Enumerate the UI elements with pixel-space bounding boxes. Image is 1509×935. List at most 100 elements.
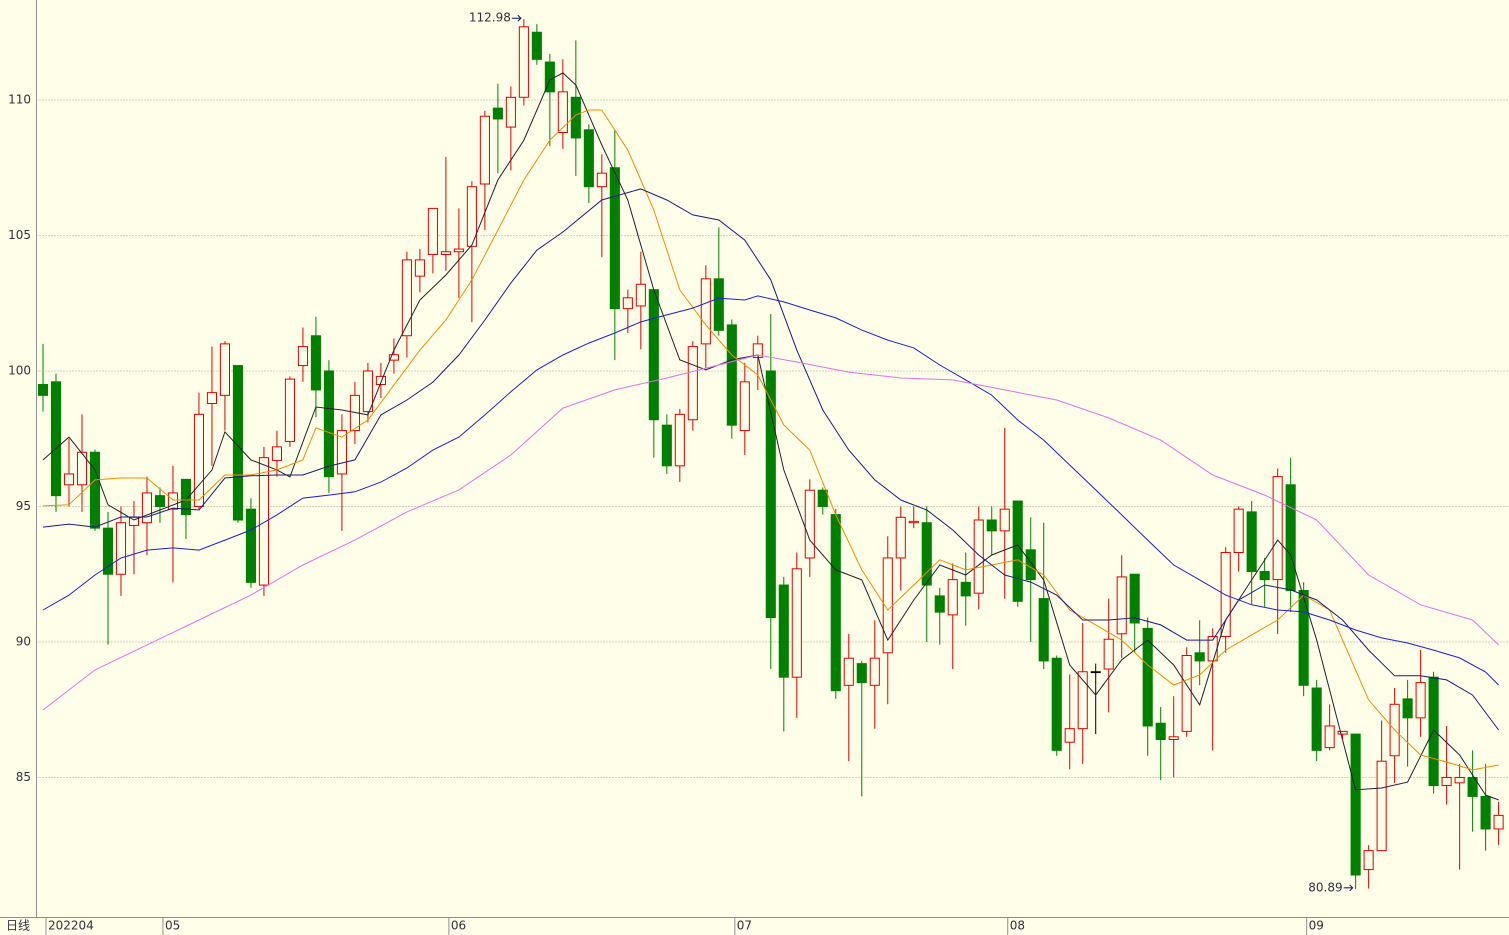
candle-body (362, 370, 373, 413)
ma-line (42, 109, 1499, 771)
candle-body (908, 520, 919, 524)
candle-body (414, 259, 425, 277)
candle-body (570, 96, 581, 139)
candle-body (1467, 776, 1478, 797)
candle-body (271, 446, 282, 461)
candle-body (1337, 730, 1348, 735)
candle-body (765, 370, 776, 619)
candle-body (401, 259, 412, 337)
candle-body (453, 248, 464, 253)
y-tick-label: 100 (8, 363, 31, 377)
candle-body (50, 381, 62, 497)
candle-body (37, 384, 49, 396)
candle-body (648, 289, 659, 421)
candle-body (869, 657, 880, 686)
candle-body (700, 278, 711, 345)
candle-body (1116, 576, 1127, 635)
candle-body (674, 413, 685, 467)
candle-body (1012, 500, 1023, 602)
y-tick-label: 90 (16, 634, 31, 648)
candle-body (1038, 598, 1049, 662)
annotation: 112.98 (469, 11, 511, 25)
y-tick-label: 105 (8, 228, 31, 242)
x-tick-label: 08 (1010, 919, 1025, 933)
candle-body (1480, 795, 1491, 830)
candle-body (1168, 736, 1179, 741)
candle-body (310, 335, 321, 391)
candle-body (427, 207, 438, 255)
candle-body (609, 167, 620, 310)
candle-body (1311, 687, 1322, 751)
candle-body (1428, 676, 1439, 787)
period-label: 日线 (6, 919, 30, 933)
candle-body (1285, 484, 1296, 591)
candle-body (167, 492, 179, 510)
candle-body (388, 354, 399, 361)
annotation: 80.89 (1308, 880, 1342, 894)
x-tick-label: 07 (737, 919, 752, 933)
candle-body (947, 579, 958, 616)
candle-body (713, 278, 724, 331)
candle-body (1376, 760, 1387, 852)
candle-body (531, 31, 542, 60)
candle-body (1025, 549, 1036, 581)
candle-body (934, 595, 945, 613)
candle-body (999, 508, 1010, 532)
annotation-arrowhead (517, 14, 522, 22)
candle-body (1129, 573, 1140, 624)
candle-body (76, 451, 88, 486)
candle-body (739, 381, 750, 432)
candle-body (804, 489, 815, 559)
candle-body (323, 370, 334, 478)
candle-body (375, 375, 386, 386)
candle-body (232, 365, 243, 521)
y-tick-label: 95 (16, 499, 31, 513)
y-tick-label: 110 (8, 92, 31, 106)
candle-body (1064, 728, 1075, 743)
candle-body (193, 413, 205, 507)
ma-line (42, 295, 1499, 686)
candle-body (89, 451, 101, 529)
candle-body (635, 283, 646, 307)
candle-body (622, 297, 633, 310)
candle-body (986, 519, 997, 532)
candle-body (973, 519, 984, 594)
candle-body (1272, 476, 1283, 581)
candle-body (245, 508, 256, 583)
candle-body (1246, 511, 1257, 572)
candle-body (63, 473, 75, 486)
candle-body (921, 522, 932, 586)
x-tick-label: 09 (1309, 919, 1324, 933)
candle-body (752, 343, 763, 358)
candle-body (583, 129, 594, 188)
candle-body (1454, 776, 1465, 784)
candle-body (141, 492, 153, 524)
candle-body (518, 26, 529, 98)
candle-body (830, 514, 841, 692)
candle-body (791, 568, 802, 678)
candle-body (726, 324, 737, 426)
x-tick-label: 05 (165, 919, 180, 933)
y-tick-label: 85 (16, 770, 31, 784)
candle-body (960, 581, 971, 597)
candle-body (1363, 850, 1374, 871)
candle-body (596, 172, 607, 188)
candle-body (1090, 671, 1101, 674)
candle-body (843, 657, 854, 686)
candle-body (1077, 671, 1088, 730)
candle-body (687, 346, 698, 421)
candle-body (219, 343, 230, 396)
candle-body (336, 430, 347, 475)
candle-body (1298, 589, 1309, 686)
candle-body (1142, 627, 1153, 727)
candle-body (895, 516, 906, 559)
candle-body (1402, 698, 1413, 719)
candle-body (856, 663, 867, 684)
candle-body (284, 378, 295, 442)
candle-body (440, 251, 451, 255)
candle-body (180, 478, 192, 516)
candle-body (1103, 638, 1114, 670)
